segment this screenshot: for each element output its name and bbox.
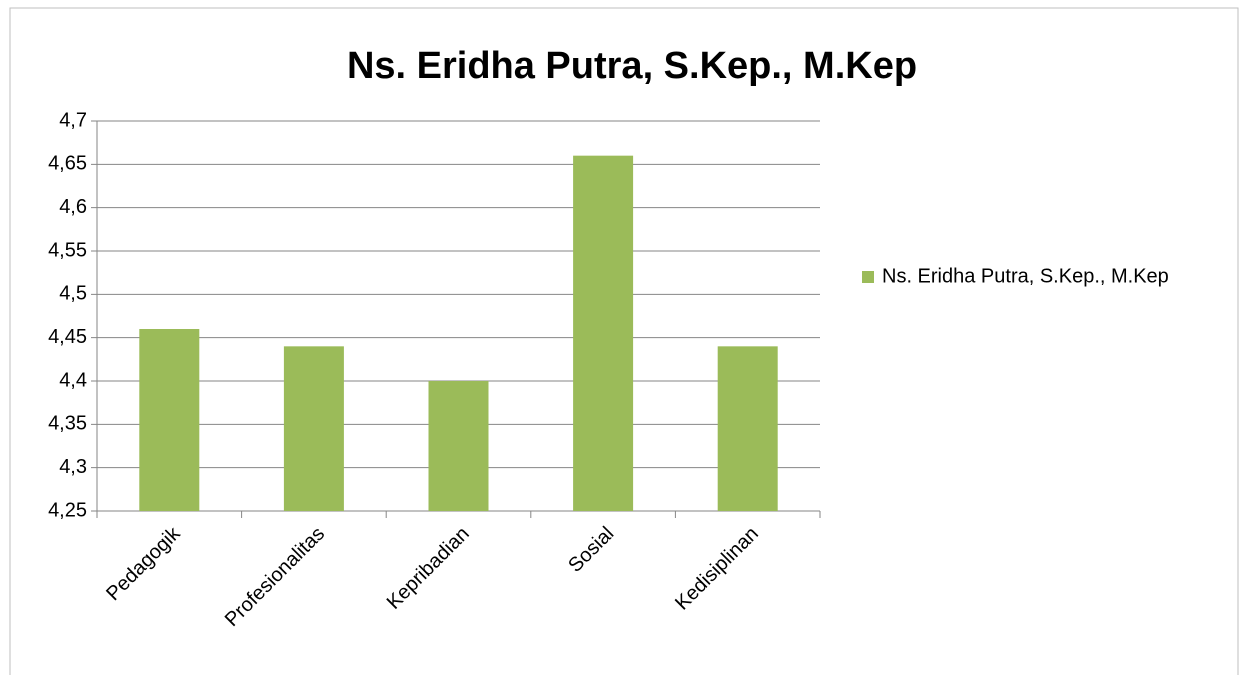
y-tick-label: 4,3 xyxy=(59,456,87,478)
bar xyxy=(717,346,778,511)
legend-label: Ns. Eridha Putra, S.Kep., M.Kep xyxy=(882,265,1169,287)
x-tick-label: Sosial xyxy=(564,523,618,577)
y-tick-label: 4,65 xyxy=(48,153,87,175)
y-tick-label: 4,7 xyxy=(59,109,87,131)
bar xyxy=(139,329,200,511)
bar xyxy=(283,346,344,511)
bar xyxy=(573,155,634,511)
x-tick-label: Kepribadian xyxy=(383,523,474,614)
y-tick-label: 4,4 xyxy=(59,369,87,391)
legend-swatch xyxy=(862,271,874,283)
x-tick-label: Kedisiplinan xyxy=(671,523,763,615)
bar xyxy=(428,381,489,511)
x-tick-label: Pedagogik xyxy=(102,522,185,605)
y-tick-label: 4,45 xyxy=(48,326,87,348)
chart-border xyxy=(9,7,1239,675)
y-tick-label: 4,5 xyxy=(59,283,87,305)
y-tick-label: 4,55 xyxy=(48,239,87,261)
y-tick-label: 4,6 xyxy=(59,196,87,218)
x-tick-label: Profesionalitas xyxy=(221,523,329,631)
y-tick-label: 4,35 xyxy=(48,413,87,435)
chart-title: Ns. Eridha Putra, S.Kep., M.Kep xyxy=(347,45,917,87)
y-tick-label: 4,25 xyxy=(48,499,87,521)
